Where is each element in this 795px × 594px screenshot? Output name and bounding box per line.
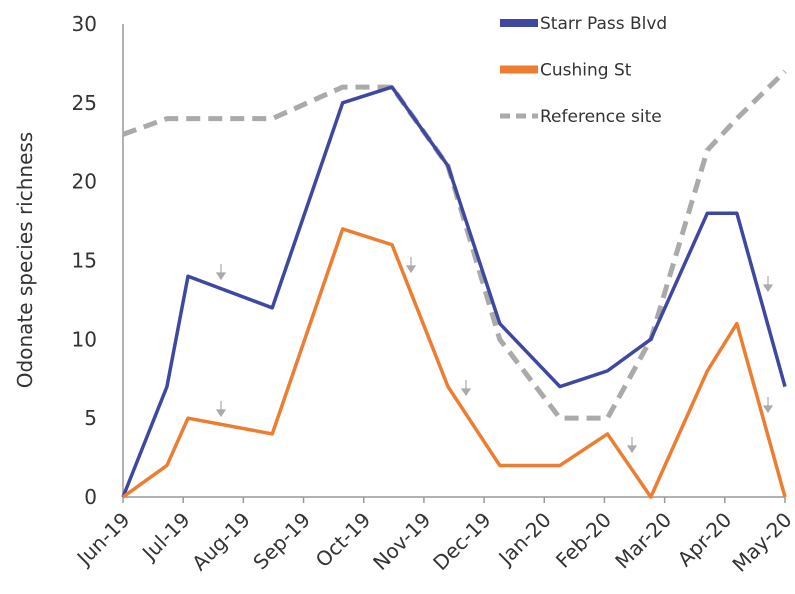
x-tick-label: Nov-19 bbox=[368, 508, 435, 575]
y-tick-label: 20 bbox=[72, 170, 97, 194]
x-tick-label: May-20 bbox=[727, 508, 795, 577]
arrow bbox=[215, 401, 227, 418]
x-tick-label: Sep-19 bbox=[248, 508, 315, 575]
arrow bbox=[762, 397, 774, 414]
arrow bbox=[626, 437, 638, 454]
x-tick-label: Aug-19 bbox=[187, 508, 255, 576]
legend-label: Starr Pass Blvd bbox=[540, 14, 667, 34]
x-tick-label: Dec-19 bbox=[428, 508, 495, 575]
arrow bbox=[405, 257, 417, 274]
arrow bbox=[460, 380, 472, 397]
y-tick-label: 5 bbox=[84, 406, 97, 430]
arrows bbox=[215, 257, 774, 454]
y-tick-label: 30 bbox=[72, 12, 97, 36]
x-tick-label: Jul-19 bbox=[136, 508, 195, 567]
y-axis-label: Odonate species richness bbox=[13, 132, 37, 388]
data-line bbox=[121, 227, 787, 499]
x-tick-label: Oct-19 bbox=[311, 508, 376, 573]
y-tick-label: 25 bbox=[72, 91, 97, 115]
arrow bbox=[762, 276, 774, 293]
arrow bbox=[215, 264, 227, 281]
legend-label: Reference site bbox=[540, 107, 662, 127]
x-tick-label: Jun-19 bbox=[71, 508, 135, 572]
data-line bbox=[121, 85, 787, 498]
data-line bbox=[122, 69, 787, 421]
y-tick-label: 10 bbox=[72, 327, 97, 351]
x-tick-label: Mar-20 bbox=[610, 508, 676, 574]
x-tick-label: Apr-20 bbox=[673, 508, 737, 572]
x-tick-label: Jan-20 bbox=[493, 508, 556, 571]
y-tick-label: 15 bbox=[72, 249, 97, 273]
y-tick-label: 0 bbox=[84, 485, 97, 509]
legend-label: Cushing St bbox=[540, 61, 632, 81]
x-tick-label: Feb-20 bbox=[551, 508, 616, 573]
